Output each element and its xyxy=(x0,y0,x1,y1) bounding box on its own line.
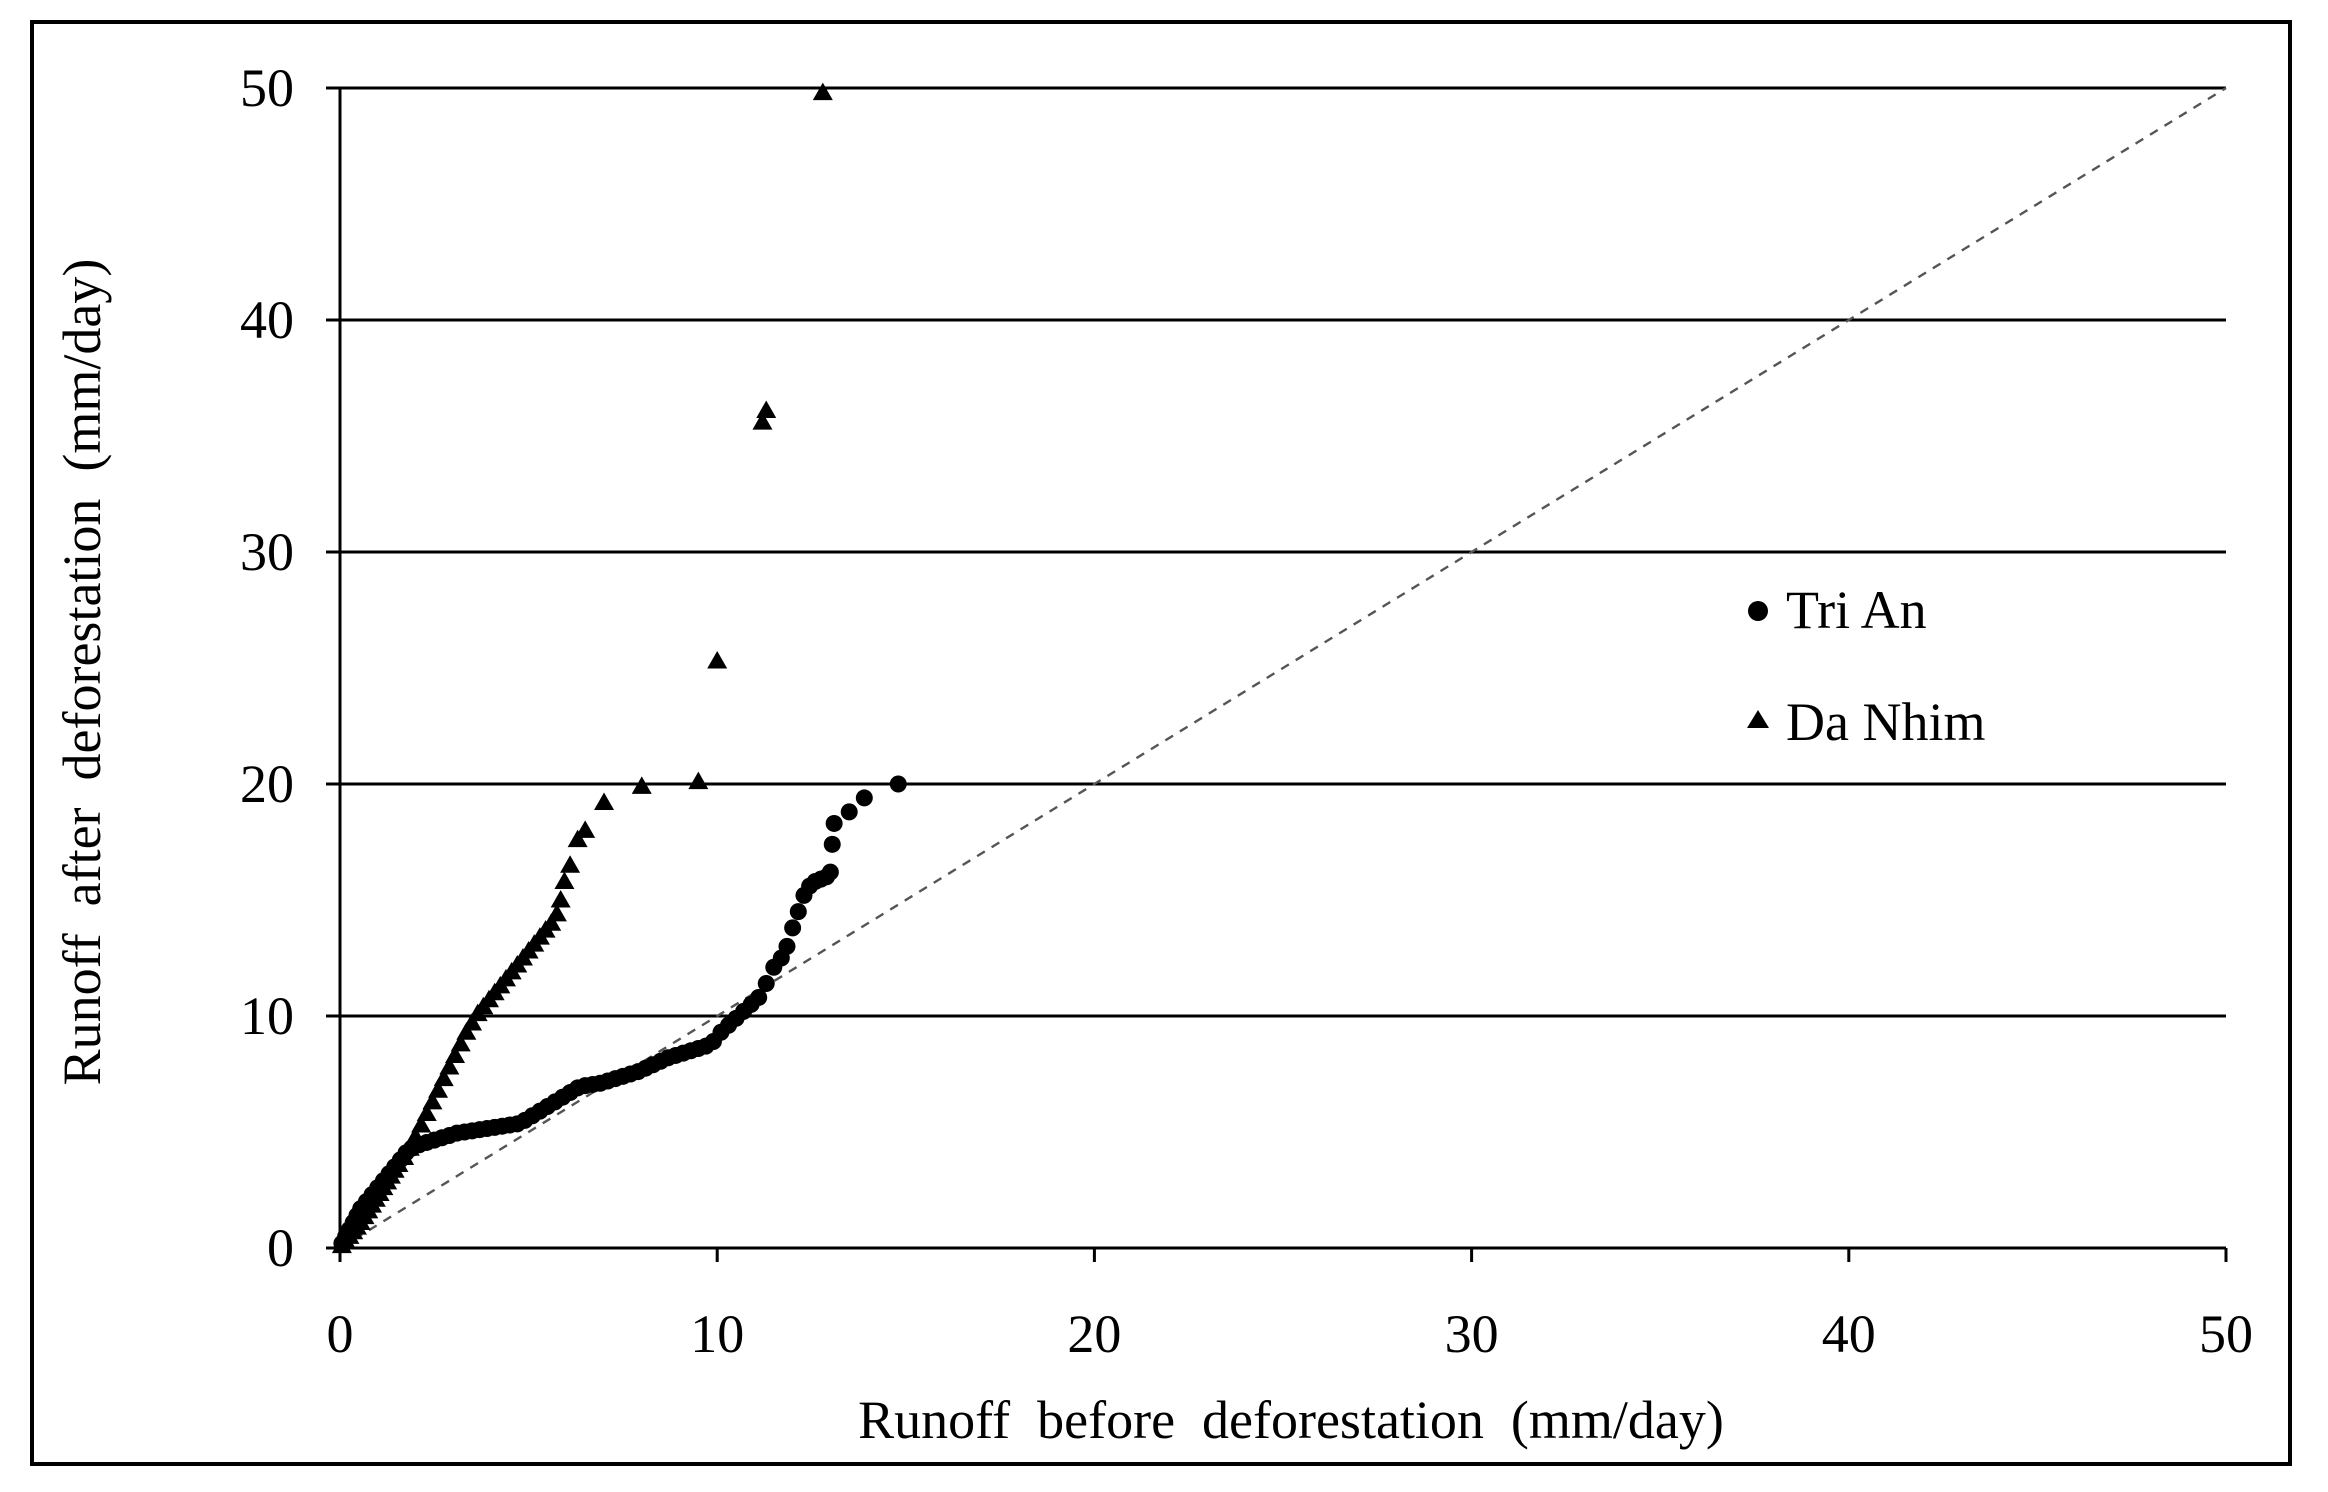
point-da-nhim-44 xyxy=(550,890,571,908)
legend-label-da-nhim: Da Nhim xyxy=(1786,692,1985,752)
gridlines xyxy=(326,86,2228,1262)
legend: Tri An Da Nhim xyxy=(1747,580,1985,752)
point-da-nhim-19 xyxy=(411,1115,432,1133)
x-tick-label-10: 10 xyxy=(690,1304,744,1364)
point-tri-an-65 xyxy=(784,919,802,937)
y-tick-label-40: 40 xyxy=(240,290,294,350)
y-tick-label-10: 10 xyxy=(240,986,294,1046)
point-da-nhim-47 xyxy=(567,829,588,848)
point-da-nhim-42 xyxy=(541,913,562,931)
x-tick-label-20: 20 xyxy=(1067,1304,1121,1364)
y-axis-title: Runoff after deforestation (mm/day) xyxy=(52,259,112,1086)
point-da-nhim-16 xyxy=(394,1147,415,1166)
legend-marker-tri-an xyxy=(1748,601,1768,621)
point-da-nhim-18 xyxy=(405,1126,426,1145)
point-tri-an-66 xyxy=(789,903,807,921)
point-tri-an-61 xyxy=(757,975,775,993)
tick-labels: 0 10 20 30 40 50 0 10 20 30 40 50 xyxy=(240,58,2253,1364)
point-da-nhim-45 xyxy=(554,871,575,889)
point-da-nhim-46 xyxy=(560,855,581,873)
y-tick-label-0: 0 xyxy=(267,1218,294,1278)
series-da-nhim xyxy=(331,82,833,1254)
y-tick-label-50: 50 xyxy=(240,58,294,118)
point-da-nhim-54 xyxy=(756,400,777,418)
legend-marker-da-nhim xyxy=(1747,710,1769,728)
point-da-nhim-24 xyxy=(439,1057,460,1075)
x-axis-title: Runoff before deforestation (mm/day) xyxy=(858,1390,1724,1450)
y-tick-label-20: 20 xyxy=(240,754,294,814)
point-da-nhim-21 xyxy=(422,1091,443,1110)
point-da-nhim-22 xyxy=(428,1080,449,1098)
point-da-nhim-28 xyxy=(462,1012,483,1031)
point-da-nhim-23 xyxy=(433,1068,454,1087)
point-da-nhim-20 xyxy=(416,1103,437,1121)
point-tri-an-60 xyxy=(750,988,768,1006)
point-da-nhim-17 xyxy=(399,1138,420,1156)
point-da-nhim-26 xyxy=(450,1033,471,1052)
point-tri-an-76 xyxy=(855,789,873,807)
point-tri-an-64 xyxy=(778,937,796,955)
point-da-nhim-53 xyxy=(752,412,773,430)
x-tick-label-40: 40 xyxy=(1822,1304,1876,1364)
point-da-nhim-52 xyxy=(707,651,728,669)
point-da-nhim-50 xyxy=(631,776,652,794)
point-tri-an-73 xyxy=(823,835,841,853)
point-tri-an-75 xyxy=(840,803,858,821)
point-tri-an-77 xyxy=(889,775,907,793)
point-tri-an-72 xyxy=(821,863,839,881)
point-da-nhim-27 xyxy=(456,1022,477,1040)
point-da-nhim-43 xyxy=(546,903,567,922)
point-da-nhim-49 xyxy=(594,792,615,811)
point-da-nhim-55 xyxy=(812,82,833,101)
series-tri-an xyxy=(333,775,907,1252)
data-points xyxy=(331,82,907,1254)
legend-label-tri-an: Tri An xyxy=(1786,580,1927,640)
point-da-nhim-51 xyxy=(688,771,709,790)
y-tick-label-30: 30 xyxy=(240,522,294,582)
x-tick-label-0: 0 xyxy=(327,1304,354,1364)
axes xyxy=(326,88,2226,1262)
x-tick-label-30: 30 xyxy=(1445,1304,1499,1364)
point-da-nhim-25 xyxy=(445,1045,466,1063)
x-tick-label-50: 50 xyxy=(2199,1304,2253,1364)
point-da-nhim-48 xyxy=(575,820,596,838)
one-to-one-reference-line xyxy=(339,86,2227,1250)
point-tri-an-74 xyxy=(825,814,843,832)
chart-frame xyxy=(30,20,2292,1466)
